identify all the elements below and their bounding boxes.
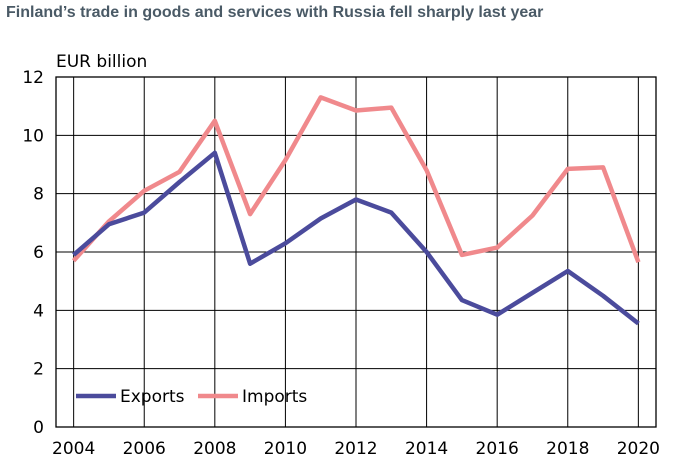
x-tick-label: 2006 xyxy=(123,439,166,459)
tick-labels: 0 2 4 6 8 10 12 2004 2006 2008 2010 2012 2014 2016 201… xyxy=(22,68,660,459)
plot-frame xyxy=(55,76,657,428)
x-tick-label: 2018 xyxy=(546,439,589,459)
y-tick-label: 0 xyxy=(33,418,44,438)
y-tick-label: 12 xyxy=(22,68,44,88)
series-line-imports xyxy=(71,95,641,263)
gridlines xyxy=(56,77,656,427)
x-tick-label: 2008 xyxy=(193,439,236,459)
series-line-exports xyxy=(72,150,640,326)
legend: Exports Imports xyxy=(76,387,307,407)
chart-title: Finland’s trade in goods and services wi… xyxy=(6,4,544,21)
legend-label-imports: Imports xyxy=(242,387,307,407)
x-tick-label: 2016 xyxy=(476,439,519,459)
y-tick-label: 8 xyxy=(33,185,44,205)
y-tick-label: 10 xyxy=(22,126,44,146)
y-tick-label: 4 xyxy=(33,301,44,321)
x-tick-label: 2020 xyxy=(617,439,660,459)
x-tick-label: 2010 xyxy=(264,439,307,459)
x-tick-label: 2004 xyxy=(52,439,95,459)
y-tick-label: 2 xyxy=(33,360,44,380)
y-axis-unit-label: EUR billion xyxy=(56,52,147,72)
series-lines xyxy=(71,95,641,326)
legend-label-exports: Exports xyxy=(120,387,185,407)
x-tick-label: 2014 xyxy=(405,439,448,459)
y-tick-label: 6 xyxy=(33,243,44,263)
x-tick-label: 2012 xyxy=(334,439,377,459)
